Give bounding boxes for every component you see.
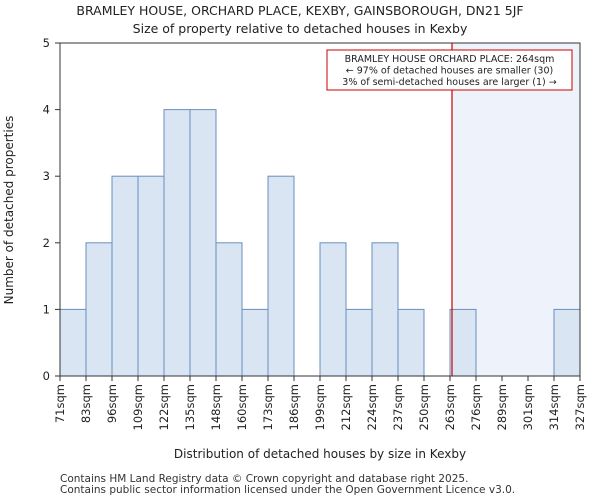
x-tick-label: 263sqm — [443, 384, 457, 430]
x-tick-label: 276sqm — [469, 384, 483, 430]
bar-96sqm — [111, 175, 139, 377]
x-tick-label: 96sqm — [105, 384, 119, 423]
x-tick-label: 122sqm — [157, 384, 171, 430]
x-tick-label: 314sqm — [547, 384, 561, 430]
bar-224sqm — [371, 242, 399, 377]
x-tick-label: 71sqm — [53, 384, 67, 423]
x-tick-label: 199sqm — [313, 384, 327, 430]
footer: Contains HM Land Registry data © Crown c… — [60, 474, 515, 496]
annotation-box — [326, 49, 573, 91]
histogram-chart: 0 1 2 3 4 5 71sqm 83sqm 96sqm 109sqm 122sqm 135sqm 1… — [2, 36, 587, 461]
x-tick-label: 173sqm — [261, 384, 275, 430]
bar-83sqm — [85, 242, 113, 377]
x-tick-label: 186sqm — [287, 384, 301, 430]
y-tick-label: 0 — [43, 369, 50, 383]
x-tick-label: 135sqm — [183, 384, 197, 430]
x-tick-label: 250sqm — [417, 384, 431, 430]
bar-212sqm — [345, 308, 373, 377]
chart-title: BRAMLEY HOUSE, ORCHARD PLACE, KEXBY, GAI… — [76, 3, 524, 18]
chart-subtitle: Size of property relative to detached ho… — [132, 21, 468, 36]
y-tick-label: 4 — [43, 103, 50, 117]
y-tick-label: 3 — [43, 169, 50, 183]
x-tick-label: 237sqm — [391, 384, 405, 430]
annotation-line: BRAMLEY HOUSE ORCHARD PLACE: 264sqm — [345, 54, 555, 65]
bar-135sqm — [189, 109, 217, 377]
bar-237sqm — [397, 308, 425, 377]
footer-line-2: Contains public sector information licen… — [60, 484, 516, 496]
bar-109sqm — [137, 175, 165, 377]
x-tick-label: 327sqm — [573, 384, 587, 430]
x-tick-label: 212sqm — [339, 384, 353, 430]
bar-173sqm — [267, 175, 295, 377]
y-tick-label: 2 — [43, 236, 50, 250]
bar-160sqm — [241, 308, 269, 377]
x-axis-label: Distribution of detached houses by size … — [174, 447, 466, 461]
x-tick-label: 301sqm — [521, 384, 535, 430]
bar-314sqm — [553, 308, 581, 377]
x-tick-label: 160sqm — [235, 384, 249, 430]
bar-263sqm — [449, 308, 477, 377]
x-tick-label: 148sqm — [209, 384, 223, 430]
bar-122sqm — [163, 109, 191, 377]
y-tick-label: 1 — [43, 302, 50, 316]
bar-148sqm — [215, 242, 243, 377]
x-tick-label: 109sqm — [131, 384, 145, 430]
bar-199sqm — [319, 242, 347, 377]
x-tick-label: 83sqm — [79, 384, 93, 423]
bar-71sqm — [59, 308, 87, 377]
bars-layer — [59, 109, 581, 377]
x-tick-label: 289sqm — [495, 384, 509, 430]
annotation-line: 3% of semi-detached houses are larger (1… — [342, 77, 556, 88]
y-tick-label: 5 — [43, 36, 50, 50]
footer-line-1: Contains HM Land Registry data © Crown c… — [60, 473, 469, 485]
x-tick-label: 224sqm — [365, 384, 379, 430]
annotation-line: ← 97% of detached houses are smaller (30… — [346, 66, 553, 77]
y-axis-label: Number of detached properties — [2, 116, 16, 305]
annotation-layer: BRAMLEY HOUSE ORCHARD PLACE: 264sqm← 97%… — [326, 49, 573, 91]
axes-layer: 0 1 2 3 4 5 71sqm 83sqm 96sqm 109sqm 122sqm 135sqm 1… — [43, 36, 587, 430]
chart-title-block: BRAMLEY HOUSE, ORCHARD PLACE, KEXBY, GAI… — [0, 2, 600, 38]
